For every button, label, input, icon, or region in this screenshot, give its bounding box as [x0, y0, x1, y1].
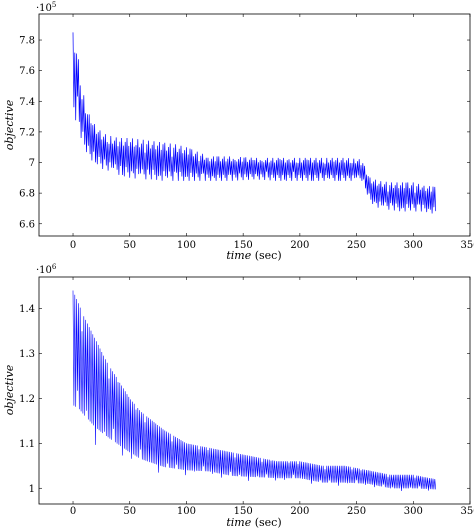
x-tick-label: 300	[404, 240, 423, 251]
y-tick-label: 6.6	[19, 219, 35, 230]
x-tick-label: 300	[404, 506, 423, 517]
axis-ticks: 0 50 100 150 200 250 300 350 6.6 6.8 7 7.2 7.4 7.6 7.8	[19, 14, 474, 251]
x-tick-label: 50	[123, 240, 136, 251]
y-axis-label: objective	[3, 99, 16, 150]
y-tick-label: 1.3	[19, 349, 35, 360]
x-tick-label: 0	[70, 506, 76, 517]
y-tick-label: 7.8	[19, 36, 35, 47]
x-tick-label: 150	[234, 240, 253, 251]
x-tick-label: 250	[347, 240, 366, 251]
x-tick-label: 100	[177, 506, 196, 517]
x-tick-label: 0	[70, 240, 76, 251]
series-line	[72, 290, 436, 492]
x-tick-label: 200	[290, 240, 309, 251]
series-line	[72, 32, 437, 214]
y-tick-label: 1.1	[19, 439, 35, 450]
y-tick-label: 6.8	[19, 189, 35, 200]
y-tick-label: 7.2	[19, 127, 35, 138]
y-tick-label: 1	[29, 484, 35, 495]
chart-bottom: ·106 objective time (sec) 0 50 100 150 200 25…	[3, 263, 474, 529]
x-axis-label: time (sec)	[226, 249, 281, 262]
y-tick-label: 7.4	[19, 97, 35, 108]
chart-top: ·105 objective time (sec) 0 50 100 150 200 25…	[3, 1, 474, 262]
plot-frame	[38, 276, 471, 505]
y-tick-label: 1.2	[19, 394, 35, 405]
x-tick-label: 350	[460, 240, 474, 251]
y-multiplier: ·105	[36, 1, 56, 14]
x-tick-label: 50	[123, 506, 136, 517]
y-tick-label: 1.4	[19, 304, 35, 315]
y-multiplier: ·106	[36, 263, 57, 276]
x-tick-label: 150	[234, 506, 253, 517]
axis-ticks: 0 50 100 150 200 250 300 350 1 1.1 1.2 1.3 1.4	[19, 277, 474, 517]
plot-frame	[38, 13, 471, 237]
y-axis-label: objective	[3, 364, 16, 415]
x-axis-label: time (sec)	[226, 516, 281, 529]
x-tick-label: 200	[290, 506, 309, 517]
y-tick-label: 7.6	[19, 66, 35, 77]
y-tick-label: 7	[29, 158, 35, 169]
x-tick-label: 350	[460, 506, 474, 517]
x-tick-label: 100	[177, 240, 196, 251]
x-tick-label: 250	[347, 506, 366, 517]
